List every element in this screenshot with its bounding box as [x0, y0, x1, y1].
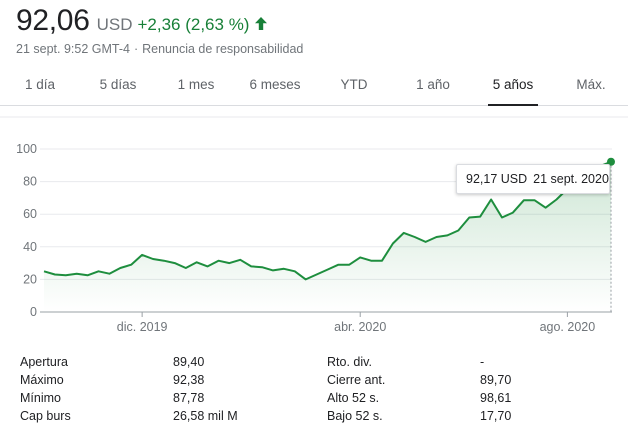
- currency-label: USD: [96, 15, 133, 34]
- stats-left: Apertura 89,40 Máximo 92,38 Mínimo 87,78 Ca…: [20, 353, 250, 425]
- stat-value: 98,61: [480, 391, 512, 405]
- price-area-fill: [44, 161, 611, 312]
- chart-tooltip: 92,17 USD 21 sept. 2020: [456, 164, 610, 194]
- stat-row: Alto 52 s. 98,61: [327, 389, 557, 407]
- stat-value: -: [480, 355, 485, 369]
- stat-value: 17,70: [480, 409, 512, 423]
- stat-value: 92,38: [173, 373, 205, 387]
- price-chart[interactable]: 0 20 40 60 80 100 dic. 2019 abr. 2020 ago. 2020: [0, 107, 628, 347]
- x-tick-label: dic. 2019: [117, 320, 168, 334]
- y-tick-label: 100: [16, 142, 37, 156]
- stat-row: Cap burs 26,58 mil M: [20, 407, 250, 425]
- tab-ytd[interactable]: YTD: [340, 77, 368, 92]
- y-tick-label: 0: [30, 305, 37, 319]
- stat-value: 26,58 mil M: [173, 409, 238, 423]
- tooltip-price: 92,17 USD: [466, 172, 528, 186]
- stat-value: 89,70: [480, 373, 512, 387]
- price-line: [43, 160, 612, 281]
- stat-value: 87,78: [173, 391, 205, 405]
- quote-header: 92,06 USD +2,36 (2,63 %): [16, 4, 268, 40]
- stat-label: Rto. div.: [327, 355, 372, 369]
- disclaimer-link[interactable]: Renuncia de responsabilidad: [142, 42, 304, 56]
- tab-5-days[interactable]: 5 días: [99, 77, 137, 92]
- stat-label: Cap burs: [20, 409, 71, 423]
- price-chart-svg[interactable]: 0 20 40 60 80 100 dic. 2019 abr. 2020 ago. 2020: [0, 107, 628, 347]
- stat-label: Máximo: [20, 373, 64, 387]
- stat-row: Apertura 89,40: [20, 353, 250, 371]
- stat-row: Rto. div. -: [327, 353, 557, 371]
- y-tick-label: 80: [23, 175, 37, 189]
- quote-timestamp: 21 sept. 9:52 GMT-4: [16, 42, 130, 56]
- current-price: 92,06: [16, 4, 90, 37]
- tab-1-day[interactable]: 1 día: [24, 77, 56, 92]
- quote-subline: 21 sept. 9:52 GMT-4 · Renuncia de responsa…: [16, 42, 303, 56]
- stat-label: Mínimo: [20, 391, 61, 405]
- tab-1-month[interactable]: 1 mes: [177, 77, 215, 92]
- tooltip-date: 21 sept. 2020: [533, 172, 609, 186]
- stat-label: Alto 52 s.: [327, 391, 380, 405]
- y-tick-label: 20: [23, 272, 37, 286]
- stat-row: Máximo 92,38: [20, 371, 250, 389]
- stats-right: Rto. div. - Cierre ant. 89,70 Alto 52 s. 98…: [327, 353, 557, 425]
- range-tabs: 1 día 5 días 1 mes 6 meses YTD 1 año 5 a…: [0, 64, 628, 106]
- x-tick-label: ago. 2020: [540, 320, 596, 334]
- y-tick-label: 60: [23, 207, 37, 221]
- tab-1-year[interactable]: 1 año: [416, 77, 450, 92]
- x-tick-label: abr. 2020: [334, 320, 386, 334]
- stat-row: Mínimo 87,78: [20, 389, 250, 407]
- tab-6-months[interactable]: 6 meses: [249, 77, 301, 92]
- stat-label: Bajo 52 s.: [327, 409, 383, 423]
- stat-label: Cierre ant.: [327, 373, 386, 387]
- price-change: +2,36 (2,63 %): [137, 15, 250, 34]
- hover-point: [607, 157, 615, 166]
- stat-value: 89,40: [173, 355, 205, 369]
- separator-dot: ·: [133, 42, 139, 56]
- tab-5-years[interactable]: 5 años: [488, 64, 538, 106]
- y-tick-label: 40: [23, 240, 37, 254]
- tab-max[interactable]: Máx.: [576, 77, 606, 92]
- stat-label: Apertura: [20, 355, 68, 369]
- stat-row: Bajo 52 s. 17,70: [327, 407, 557, 425]
- stat-row: Cierre ant. 89,70: [327, 371, 557, 389]
- arrow-up-icon: [254, 16, 268, 31]
